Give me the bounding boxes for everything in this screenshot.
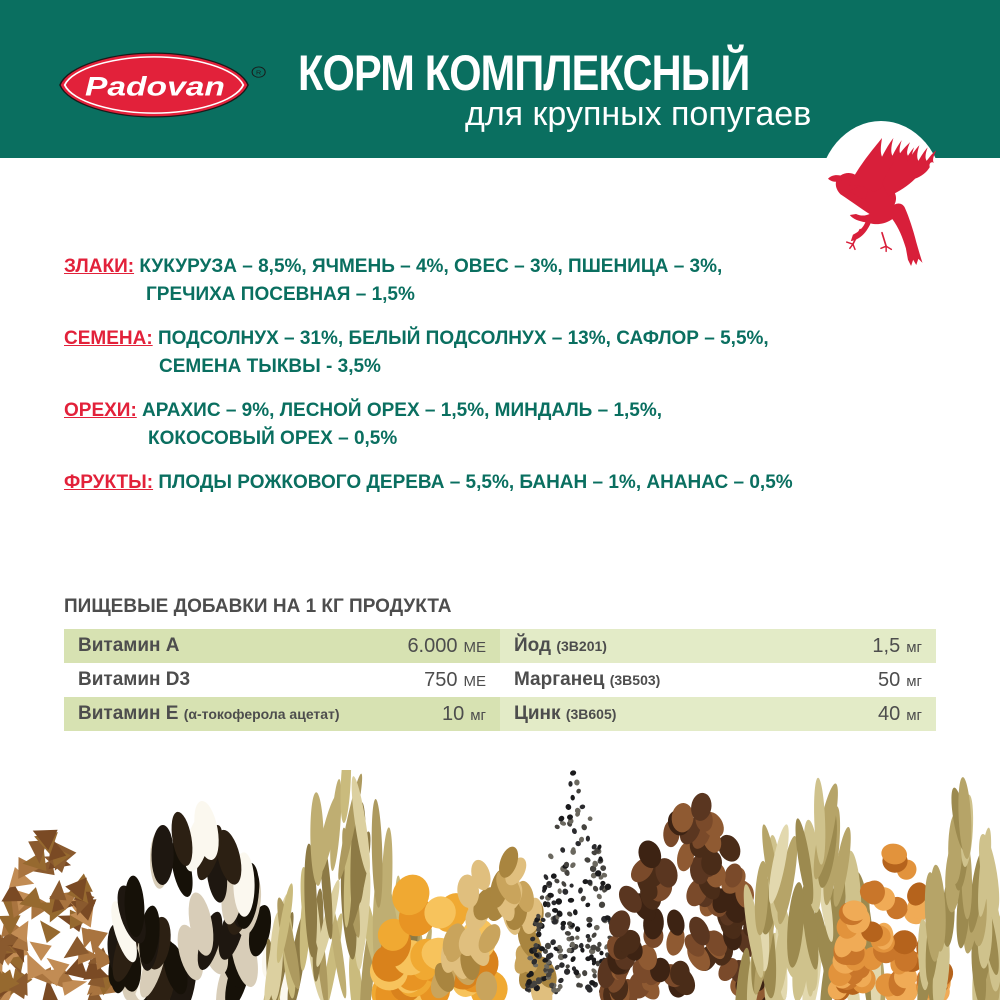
svg-text:R: R xyxy=(256,70,262,76)
svg-text:Padovan: Padovan xyxy=(85,73,225,102)
